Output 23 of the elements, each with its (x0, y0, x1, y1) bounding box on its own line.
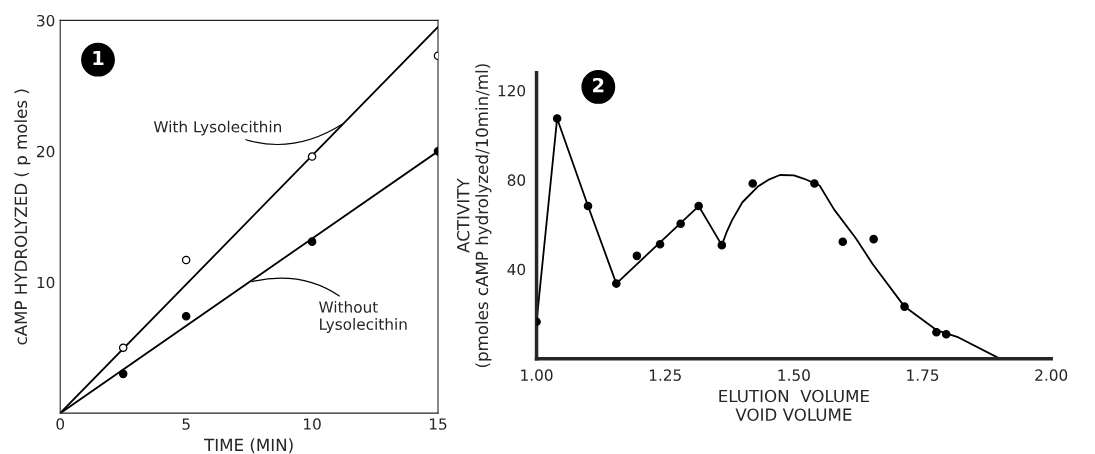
annotation: 1 (93, 50, 104, 66)
x-tick-label: 1.75 (907, 369, 939, 381)
x-axis-title: TIME (MIN) (204, 438, 293, 454)
x-tick-label: 10 (304, 418, 321, 430)
y-tick-label: 80 (507, 174, 526, 186)
y-tick-label: 40 (507, 263, 526, 276)
x-tick-label: 2.00 (1035, 369, 1068, 381)
x-tick-label: 1.00 (521, 369, 553, 381)
annotation: Without Lysolecithin (319, 301, 407, 333)
y-tick-label: 20 (37, 145, 55, 158)
y-tick-label: 120 (498, 84, 526, 97)
annotation: 2 (593, 77, 604, 93)
x-tick-label: 1.25 (649, 369, 681, 381)
y-axis-title: ACTIVITY (pmoles cAMP hydrolyzed/10min/ml) (456, 64, 492, 368)
x-tick-label: 0 (56, 418, 65, 430)
y-axis-title: cAMP HYDROLYZED ( p moles ) (14, 89, 31, 345)
x-tick-label: 1.50 (778, 369, 810, 381)
x-tick-label: 5 (182, 418, 190, 430)
x-tick-label: 15 (429, 418, 447, 430)
y-tick-label: 10 (37, 276, 55, 289)
annotation: With Lysolecithin (153, 120, 282, 136)
x-axis-title: ELUTION VOLUME VOID VOLUME (719, 389, 869, 421)
y-tick-label: 30 (37, 14, 55, 27)
